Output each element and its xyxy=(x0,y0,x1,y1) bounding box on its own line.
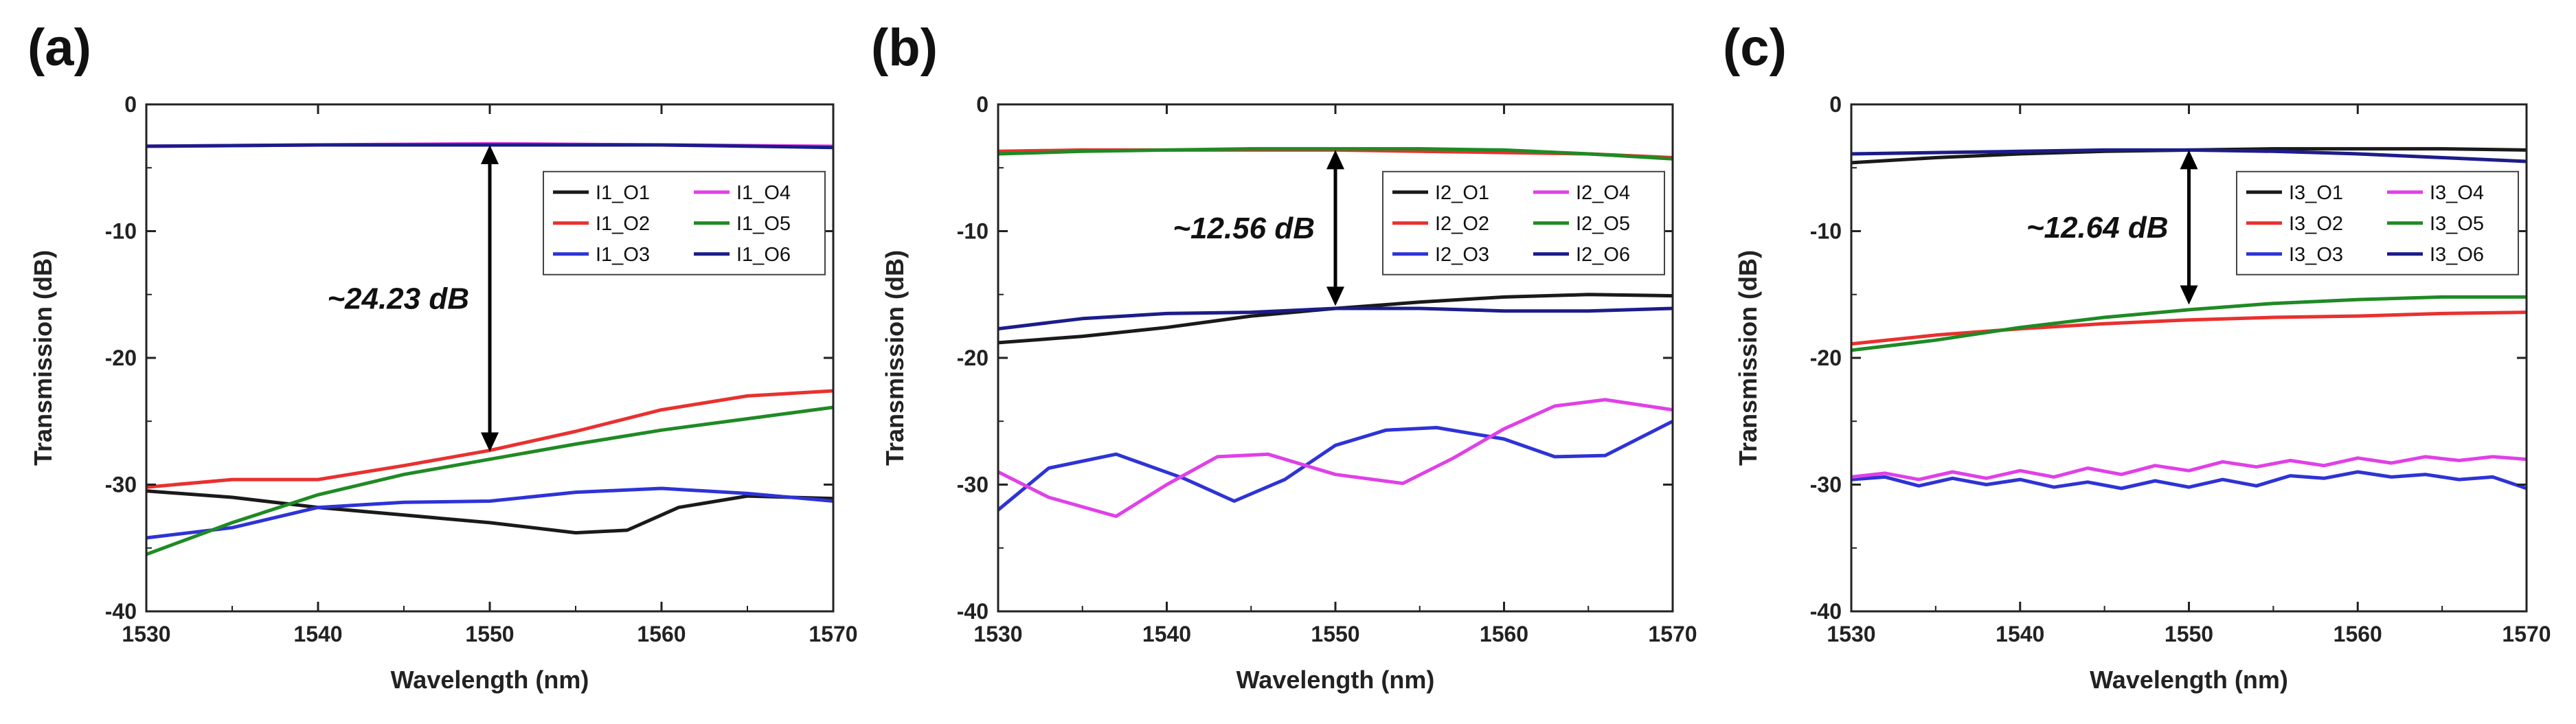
legend-label: I1_O6 xyxy=(736,244,791,266)
legend-label: I1_O2 xyxy=(596,213,650,235)
gap-annotation: ~12.56 dB xyxy=(1173,150,1344,306)
x-tick-label: 1530 xyxy=(973,622,1022,646)
x-tick-label: 1530 xyxy=(122,622,170,646)
legend: I1_O1 I1_O2 I1_O3 I1_O4 I1_O5 I1_O6 xyxy=(543,170,826,275)
series-line-i3-o6 xyxy=(1851,148,2527,163)
panel-label: (c) xyxy=(1723,19,1787,77)
series-line-i1-o3 xyxy=(146,486,833,540)
x-tick-label: 1550 xyxy=(1311,622,1359,646)
annotation-arrow-head-up xyxy=(481,145,499,165)
annotation-arrow-head-up xyxy=(1326,150,1344,170)
legend-label: I3_O4 xyxy=(2430,182,2484,204)
legend-label: I1_O3 xyxy=(596,244,650,266)
legend-label: I2_O2 xyxy=(1435,213,1489,235)
series-line-i2-o4 xyxy=(998,398,1673,519)
legend-label: I3_O1 xyxy=(2289,182,2343,204)
legend-label: I1_O5 xyxy=(736,213,791,235)
y-tick-label: -40 xyxy=(1810,599,1842,624)
annotation-arrow-head-down xyxy=(2180,285,2198,305)
series-line-i1-o6 xyxy=(146,143,833,150)
legend-label: I3_O2 xyxy=(2289,213,2343,235)
annotation-text: ~12.64 dB xyxy=(2026,211,2169,245)
annotation-arrow-head-down xyxy=(481,432,499,452)
x-tick-label: 1560 xyxy=(2334,622,2382,646)
x-tick-label: 1550 xyxy=(2165,622,2213,646)
x-tick-label: 1570 xyxy=(2502,622,2551,646)
panel-label: (a) xyxy=(27,19,91,77)
series-group xyxy=(146,142,833,556)
legend-label: I3_O6 xyxy=(2430,244,2484,266)
legend-label: I2_O1 xyxy=(1435,182,1489,204)
annotation-text: ~24.23 dB xyxy=(327,282,469,315)
x-tick-label: 1530 xyxy=(1827,622,1875,646)
annotation-text: ~12.56 dB xyxy=(1173,212,1315,245)
series-line-i3-o5 xyxy=(1851,295,2527,352)
legend: I3_O1 I3_O2 I3_O3 I3_O4 I3_O5 I3_O6 xyxy=(2236,170,2519,275)
legend-label: I3_O3 xyxy=(2289,244,2343,266)
x-tick-label: 1570 xyxy=(809,622,857,646)
y-tick-label: -10 xyxy=(105,219,137,244)
y-tick-label: -30 xyxy=(1810,473,1842,497)
series-group xyxy=(1851,147,2527,490)
series-line-i1-o5 xyxy=(146,405,833,556)
x-tick-label: 1570 xyxy=(1648,622,1697,646)
legend-label: I1_O4 xyxy=(736,182,791,204)
y-tick-label: -30 xyxy=(957,473,988,497)
annotation-arrow-head-up xyxy=(2180,150,2198,170)
series-group xyxy=(998,147,1673,519)
x-tick-label: 1560 xyxy=(1480,622,1528,646)
y-tick-label: -20 xyxy=(105,346,137,370)
legend: I2_O1 I2_O2 I2_O3 I2_O4 I2_O5 I2_O6 xyxy=(1382,170,1665,275)
gap-annotation: ~24.23 dB xyxy=(327,145,499,452)
series-line-i3-o4 xyxy=(1851,455,2527,482)
x-axis-title: Wavelength (nm) xyxy=(1236,666,1435,694)
y-tick-label: -20 xyxy=(1810,346,1842,370)
series-line-i2-o3 xyxy=(998,419,1673,512)
y-axis-title: Transmission (dB) xyxy=(1734,250,1762,466)
y-tick-label: 0 xyxy=(1829,92,1842,117)
x-tick-label: 1550 xyxy=(465,622,514,646)
legend-label: I2_O6 xyxy=(1576,244,1630,266)
y-tick-label: -10 xyxy=(1810,219,1842,244)
x-tick-label: 1540 xyxy=(1996,622,2044,646)
legend-label: I2_O5 xyxy=(1576,213,1630,235)
x-tick-label: 1560 xyxy=(637,622,686,646)
legend-label: I1_O1 xyxy=(596,182,650,204)
y-tick-label: -40 xyxy=(105,599,137,624)
legend-box xyxy=(1382,170,1665,275)
y-tick-label: 0 xyxy=(124,92,137,117)
chart-panel-1: (a) 1530 1540 1550 1560 1570 -40 -30 -20 -10 0 Wave… xyxy=(27,19,858,694)
legend-label: I2_O4 xyxy=(1576,182,1630,204)
series-line-i1-o1 xyxy=(146,489,833,535)
series-line-i3-o2 xyxy=(1851,310,2527,346)
y-tick-label: -40 xyxy=(957,599,988,624)
y-axis-title: Transmission (dB) xyxy=(29,250,57,466)
series-line-i3-o3 xyxy=(1851,470,2527,490)
series-line-i2-o5 xyxy=(998,147,1673,161)
gap-annotation: ~12.64 dB xyxy=(2026,150,2198,305)
series-line-i2-o6 xyxy=(998,306,1673,331)
legend-box xyxy=(543,170,826,275)
x-axis-title: Wavelength (nm) xyxy=(391,666,589,694)
panel-label: (b) xyxy=(871,19,938,77)
legend-label: I3_O5 xyxy=(2430,213,2484,235)
legend-box xyxy=(2236,170,2519,275)
y-tick-label: -20 xyxy=(957,346,988,370)
x-tick-label: 1540 xyxy=(1142,622,1191,646)
y-tick-label: 0 xyxy=(976,92,988,117)
chart-panel-2: (b) 1530 1540 1550 1560 1570 -40 -30 -20 -10 0 Wave… xyxy=(871,19,1697,694)
y-tick-label: -30 xyxy=(105,473,137,497)
x-axis-title: Wavelength (nm) xyxy=(2090,666,2288,694)
legend-label: I2_O3 xyxy=(1435,244,1489,266)
annotation-arrow-head-down xyxy=(1326,286,1344,306)
x-tick-label: 1540 xyxy=(293,622,342,646)
chart-panel-3: (c) 1530 1540 1550 1560 1570 -40 -30 -20 -10 0 Wave… xyxy=(1723,19,2551,694)
y-tick-label: -10 xyxy=(957,219,988,244)
y-axis-title: Transmission (dB) xyxy=(881,250,909,466)
